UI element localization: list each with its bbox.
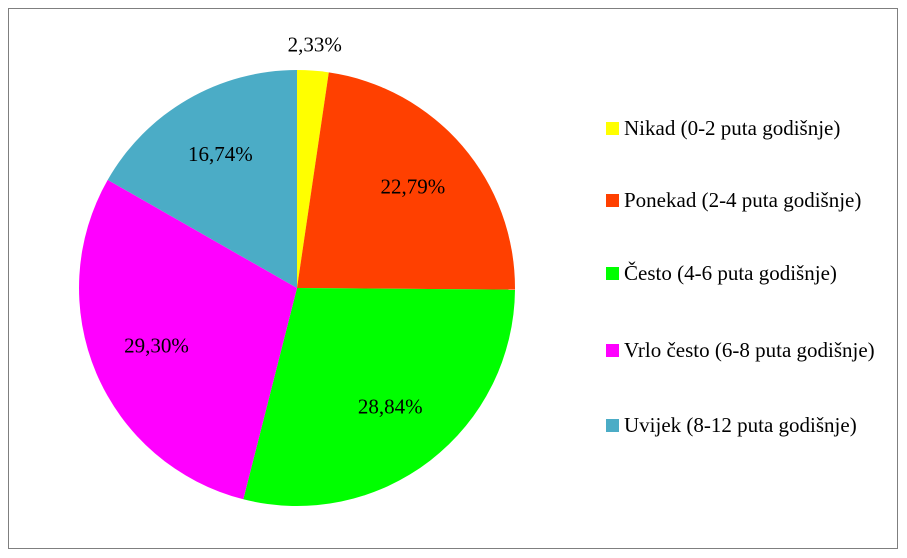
- legend-label: Uvijek (8-12 puta godišnje): [624, 413, 857, 437]
- pie-slice: [297, 72, 515, 290]
- legend-label: Nikad (0-2 puta godišnje): [624, 116, 841, 140]
- legend-swatch: [606, 194, 619, 207]
- pie-slice: [243, 288, 515, 506]
- data-label: 2,33%: [288, 32, 342, 56]
- data-label: 22,79%: [381, 175, 446, 199]
- legend-label: Ponekad (2-4 puta godišnje): [624, 188, 862, 212]
- pie-slice: [297, 70, 329, 288]
- pie-slice: [79, 179, 298, 500]
- legend-swatch: [606, 419, 619, 432]
- data-label: 29,30%: [124, 333, 189, 357]
- legend-item: Nikad (0-2 puta godišnje): [606, 115, 896, 141]
- pie-slice: [107, 70, 297, 288]
- legend-label: Vrlo često (6-8 puta godišnje): [624, 338, 875, 362]
- legend-item: Vrlo često (6-8 puta godišnje): [606, 337, 896, 363]
- legend-label: Često (4-6 puta godišnje): [624, 261, 837, 285]
- data-label: 16,74%: [188, 142, 253, 166]
- legend-item: Uvijek (8-12 puta godišnje): [606, 412, 896, 438]
- legend-swatch: [606, 122, 619, 135]
- legend-item: Često (4-6 puta godišnje): [606, 260, 896, 286]
- legend-swatch: [606, 344, 619, 357]
- legend-item: Ponekad (2-4 puta godišnje): [606, 187, 896, 213]
- data-label: 28,84%: [358, 395, 423, 419]
- legend-swatch: [606, 267, 619, 280]
